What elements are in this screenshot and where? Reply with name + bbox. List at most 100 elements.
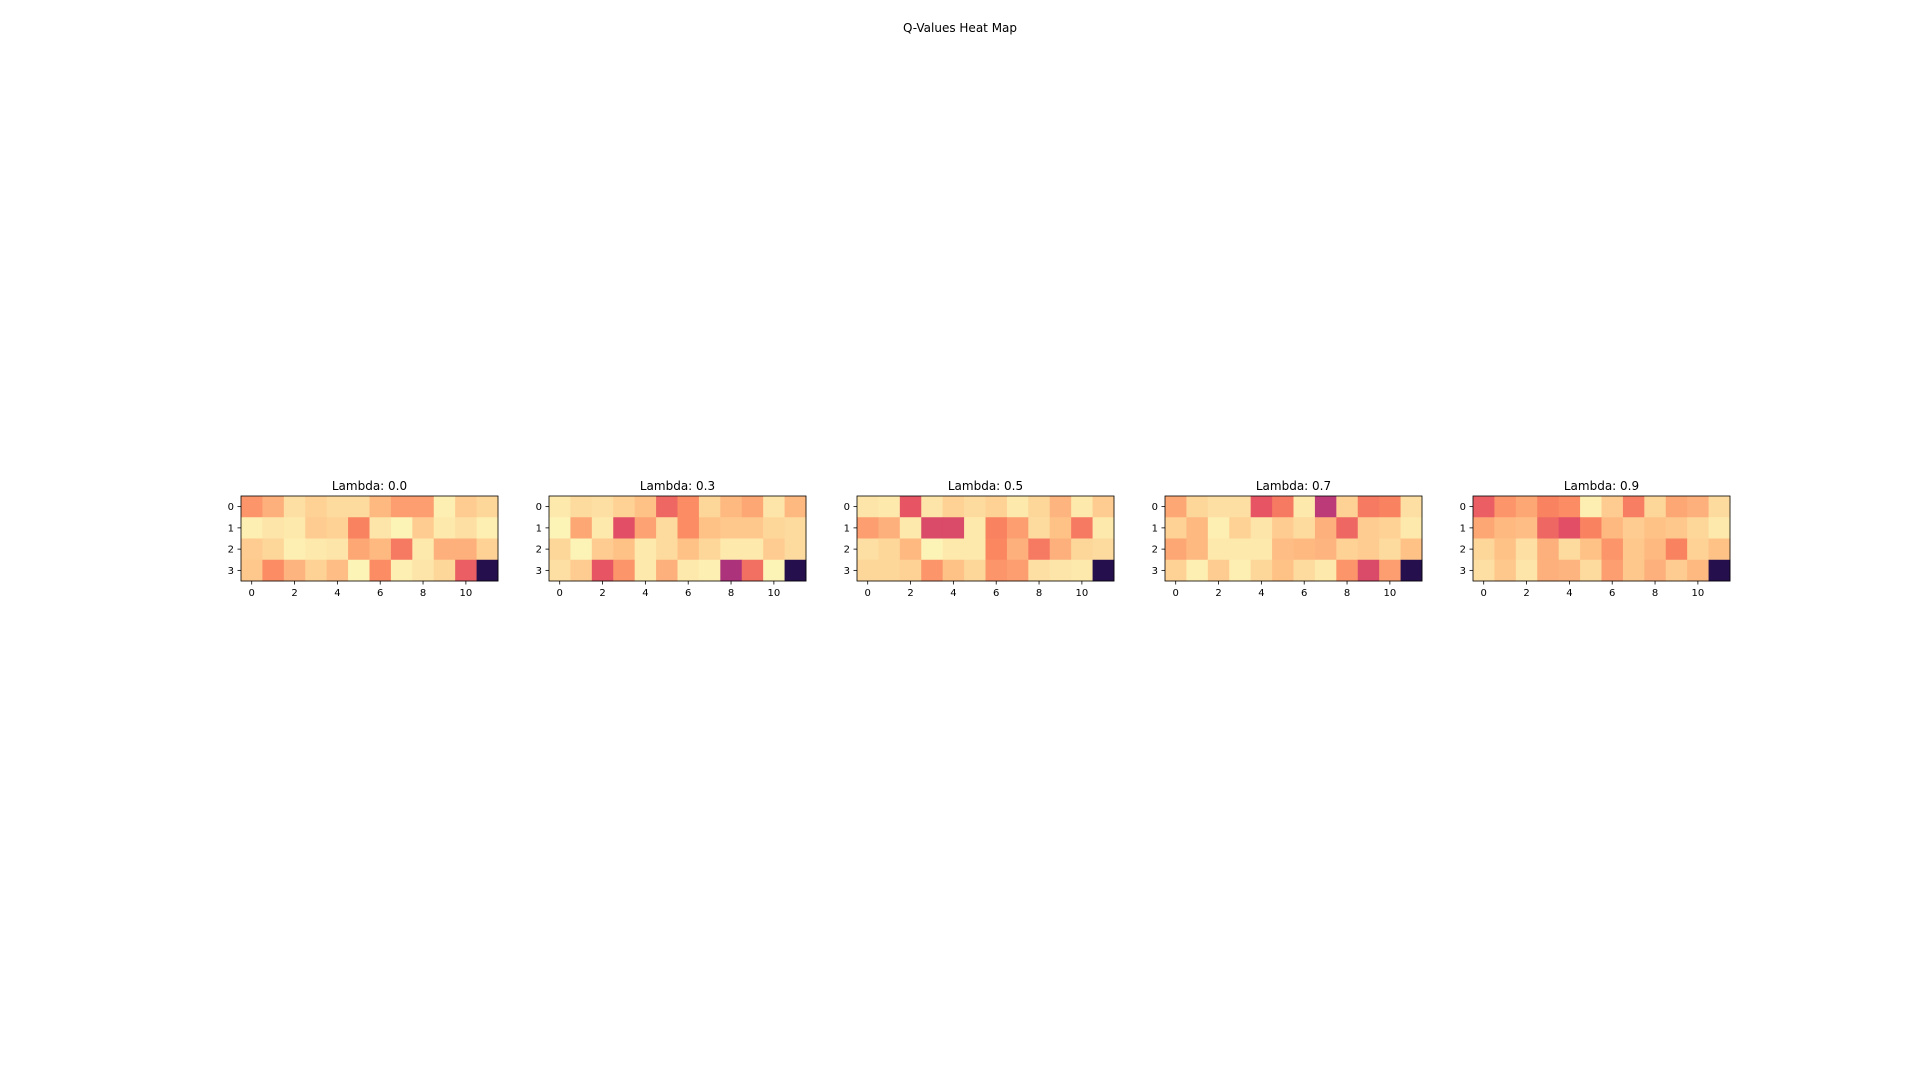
heatmap-cell bbox=[899, 496, 922, 518]
figure-title: Q-Values Heat Map bbox=[903, 21, 1017, 35]
heatmap-cell bbox=[1558, 538, 1581, 561]
heatmap-cell bbox=[1601, 538, 1624, 561]
y-tick-label: 1 bbox=[536, 523, 542, 534]
heatmap-cell bbox=[1006, 517, 1029, 539]
heatmap-cell bbox=[878, 538, 901, 561]
heatmap-cell bbox=[1229, 496, 1252, 518]
heatmap-cell bbox=[763, 517, 785, 539]
panel-frame bbox=[1164, 495, 1423, 582]
heatmap-cell bbox=[1250, 559, 1273, 582]
heatmap-cell bbox=[1687, 538, 1709, 561]
x-tick-label: 8 bbox=[1344, 588, 1350, 599]
panel-frame bbox=[240, 495, 499, 582]
heatmap-cell bbox=[1494, 559, 1517, 582]
heatmap-cell bbox=[433, 559, 456, 582]
x-tick-label: 0 bbox=[557, 588, 563, 599]
heatmap-cell bbox=[390, 559, 413, 582]
heatmap-cell bbox=[1665, 538, 1688, 561]
heatmap-cell bbox=[433, 496, 456, 518]
heatmap-cell bbox=[1494, 496, 1517, 518]
y-tick-label: 3 bbox=[844, 566, 850, 577]
heatmap-cell bbox=[1186, 538, 1209, 561]
y-tick-label: 1 bbox=[844, 523, 850, 534]
heatmap-cell bbox=[1473, 538, 1495, 561]
heatmap-cell bbox=[1293, 496, 1316, 518]
heatmap-cell bbox=[763, 559, 785, 582]
heatmap-cell bbox=[1558, 517, 1581, 539]
heatmap-cell bbox=[1272, 496, 1294, 518]
heatmap-cell bbox=[1165, 538, 1187, 561]
heatmap-cell bbox=[1580, 559, 1602, 582]
x-tick-label: 6 bbox=[377, 588, 383, 599]
heatmap-cell bbox=[1006, 559, 1029, 582]
x-tick-label: 4 bbox=[1566, 588, 1572, 599]
heatmap-cell bbox=[763, 538, 785, 561]
heatmap-cell bbox=[1601, 496, 1624, 518]
heatmap-cell bbox=[1314, 559, 1337, 582]
panel-title: Lambda: 0.7 bbox=[1256, 479, 1331, 493]
heatmap-cell bbox=[656, 496, 678, 518]
heatmap-cell bbox=[720, 538, 743, 561]
y-tick-label: 0 bbox=[1152, 502, 1158, 513]
heatmap-cell bbox=[921, 538, 944, 561]
x-tick-label: 4 bbox=[950, 588, 956, 599]
heatmap-cell bbox=[283, 538, 306, 561]
y-tick-label: 2 bbox=[1152, 545, 1158, 556]
heatmap-cell bbox=[677, 517, 700, 539]
y-tick-label: 0 bbox=[844, 502, 850, 513]
heatmap-cell bbox=[720, 517, 743, 539]
y-tick-label: 3 bbox=[536, 566, 542, 577]
heatmap-cell bbox=[1558, 496, 1581, 518]
heatmap-cell bbox=[1580, 517, 1602, 539]
heatmap-cell bbox=[412, 496, 435, 518]
heatmap-cell bbox=[1357, 496, 1380, 518]
y-tick-label: 3 bbox=[1460, 566, 1466, 577]
heatmap-cell bbox=[899, 559, 922, 582]
heatmap-cell bbox=[1092, 496, 1115, 518]
heatmap-cell bbox=[1250, 496, 1273, 518]
heatmap-cell bbox=[634, 559, 657, 582]
heatmap-cell bbox=[1071, 538, 1093, 561]
heatmap-cell bbox=[1049, 559, 1072, 582]
heatmap-cell bbox=[412, 559, 435, 582]
heatmap-cell bbox=[1537, 538, 1560, 561]
x-tick-label: 6 bbox=[1609, 588, 1615, 599]
heatmap-cell bbox=[1028, 538, 1051, 561]
heatmap-cell bbox=[262, 517, 285, 539]
heatmap-cell bbox=[634, 496, 657, 518]
y-tick-label: 0 bbox=[1460, 502, 1466, 513]
heatmap-cell bbox=[326, 496, 349, 518]
x-tick-label: 0 bbox=[865, 588, 871, 599]
heatmap-cell bbox=[1357, 538, 1380, 561]
heatmap-cell bbox=[1515, 496, 1538, 518]
heatmap-cell bbox=[698, 559, 721, 582]
x-tick-label: 4 bbox=[1258, 588, 1264, 599]
heatmap-cell bbox=[1049, 517, 1072, 539]
heatmap-cell bbox=[1644, 517, 1667, 539]
heatmap-cell bbox=[1028, 559, 1051, 582]
heatmap-cell bbox=[1207, 517, 1230, 539]
heatmap-cell bbox=[613, 559, 636, 582]
panel-frame bbox=[1472, 495, 1731, 582]
heatmap-cell bbox=[1473, 559, 1495, 582]
heatmap-cell bbox=[921, 559, 944, 582]
heatmap-cell bbox=[369, 517, 392, 539]
heatmap-cell bbox=[1494, 538, 1517, 561]
heatmap-cell bbox=[656, 559, 678, 582]
heatmap-cell bbox=[1314, 517, 1337, 539]
heatmap-cell bbox=[1250, 517, 1273, 539]
heatmap-cell bbox=[1400, 559, 1423, 582]
x-tick-label: 4 bbox=[334, 588, 340, 599]
heatmap-cell bbox=[241, 517, 263, 539]
heatmap-cell bbox=[1293, 559, 1316, 582]
heatmap-cell bbox=[326, 538, 349, 561]
heatmap-cell bbox=[741, 538, 764, 561]
heatmap-cell bbox=[1092, 538, 1115, 561]
heatmap-cell bbox=[1580, 496, 1602, 518]
heatmap-cell bbox=[720, 496, 743, 518]
heatmap-cell bbox=[1687, 496, 1709, 518]
heatmap-cell bbox=[942, 496, 965, 518]
heatmap-cell bbox=[1049, 538, 1072, 561]
heatmap-cell bbox=[390, 496, 413, 518]
